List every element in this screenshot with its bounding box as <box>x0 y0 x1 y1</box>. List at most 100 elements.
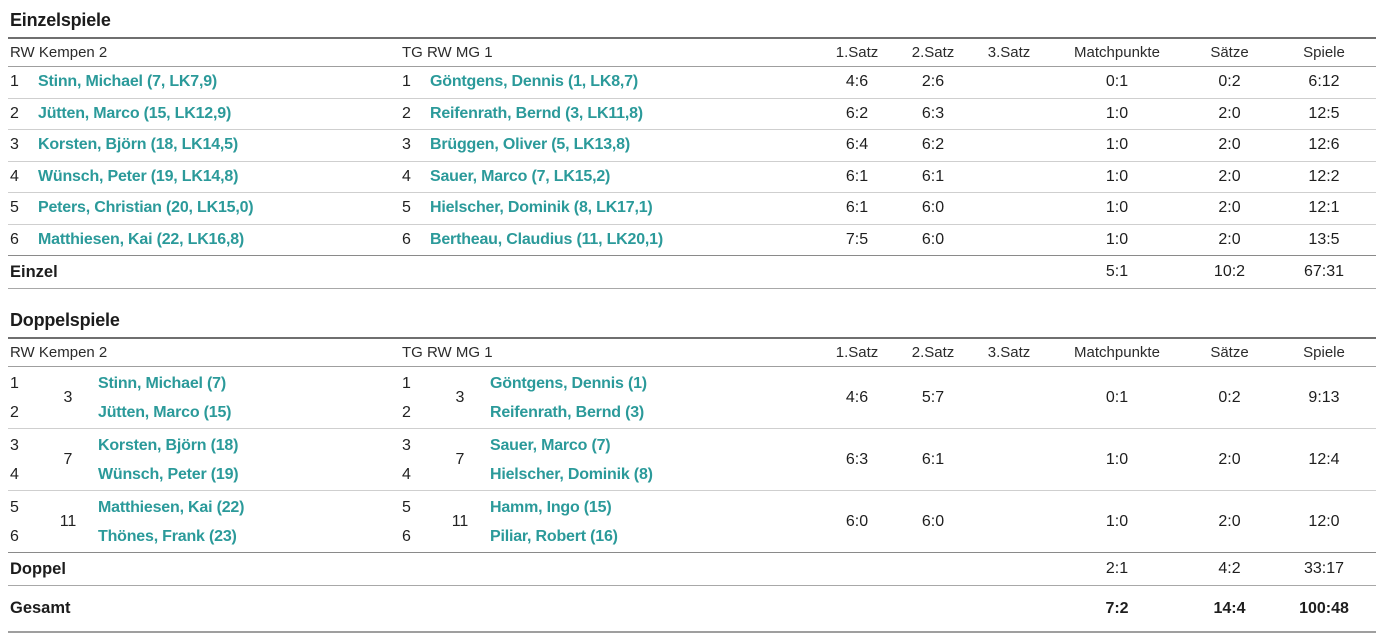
matchpoints-score: 1:0 <box>1105 512 1129 530</box>
away-player-link[interactable]: Sauer, Marco (7) <box>490 436 611 454</box>
singles-match-row: 3 Korsten, Björn (18, LK14,5) 3 Brüggen,… <box>8 130 1376 162</box>
doubles-match-row: 1 2 3 Stinn, Michael (7) Jütten, Marco (… <box>8 367 1376 429</box>
home-position: 2 <box>10 104 19 122</box>
column-header-set2: 2.Satz <box>911 44 955 61</box>
games-score: 12:6 <box>1308 136 1340 154</box>
sets-score: 2:0 <box>1218 450 1241 468</box>
matchpoints-score: 1:0 <box>1105 230 1129 248</box>
home-player-link[interactable]: Matthiesen, Kai (22, LK16,8) <box>38 230 245 248</box>
total-matchpoints: 7:2 <box>1105 599 1129 617</box>
home-team-name: RW Kempen 2 <box>10 344 108 361</box>
matchpoints-score: 1:0 <box>1105 104 1129 122</box>
column-header-sets: Sätze <box>1210 344 1249 361</box>
set1-score: 6:1 <box>845 167 869 185</box>
set2-score: 6:0 <box>921 512 945 530</box>
home-player-link[interactable]: Matthiesen, Kai (22) <box>98 498 245 516</box>
set1-score: 4:6 <box>845 73 869 91</box>
home-position: 5 <box>10 199 19 217</box>
singles-total-games: 67:31 <box>1303 263 1345 280</box>
away-player-link[interactable]: Göntgens, Dennis (1) <box>490 374 647 392</box>
singles-match-row: 5 Peters, Christian (20, LK15,0) 5 Hiels… <box>8 193 1376 225</box>
column-header-games: Spiele <box>1303 344 1345 361</box>
home-player-link[interactable]: Korsten, Björn (18) <box>98 436 239 454</box>
set1-score: 6:1 <box>845 199 869 217</box>
home-position: 6 <box>10 527 19 545</box>
games-score: 12:2 <box>1308 167 1340 185</box>
away-player-link[interactable]: Reifenrath, Bernd (3) <box>490 403 645 421</box>
column-header-set3: 3.Satz <box>987 344 1031 361</box>
total-label: Gesamt <box>10 599 71 617</box>
sets-score: 0:2 <box>1218 73 1241 91</box>
away-player-link[interactable]: Bertheau, Claudius (11, LK20,1) <box>430 230 663 248</box>
set1-score: 4:6 <box>845 388 869 406</box>
column-header-set1: 1.Satz <box>835 344 879 361</box>
home-position: 3 <box>10 436 19 454</box>
singles-match-row: 2 Jütten, Marco (15, LK12,9) 2 Reifenrat… <box>8 99 1376 130</box>
home-pair-number: 11 <box>59 512 77 530</box>
home-player-link[interactable]: Jütten, Marco (15) <box>98 403 232 421</box>
set1-score: 6:0 <box>845 512 869 530</box>
away-team-name: TG RW MG 1 <box>402 344 493 361</box>
away-player-link[interactable]: Hielscher, Dominik (8) <box>490 465 653 483</box>
home-player-link[interactable]: Peters, Christian (20, LK15,0) <box>38 199 254 217</box>
home-player-link[interactable]: Korsten, Björn (18, LK14,5) <box>38 136 238 154</box>
away-position: 2 <box>402 104 411 122</box>
away-pair-number: 11 <box>451 512 469 530</box>
sets-score: 2:0 <box>1218 199 1241 217</box>
away-position: 6 <box>402 527 411 545</box>
home-position: 3 <box>10 136 19 154</box>
sets-score: 2:0 <box>1218 230 1241 248</box>
away-position: 1 <box>402 374 411 392</box>
doubles-title: Doppelspiele <box>8 304 1376 339</box>
doubles-section: Doppelspiele RW Kempen 2 TG RW MG 1 1.Sa… <box>8 304 1376 586</box>
column-header-set3: 3.Satz <box>987 44 1031 61</box>
home-player-link[interactable]: Stinn, Michael (7, LK7,9) <box>38 73 218 91</box>
doubles-total-sets: 4:2 <box>1218 560 1241 577</box>
doubles-match-row: 3 4 7 Korsten, Björn (18) Wünsch, Peter … <box>8 429 1376 491</box>
away-player-link[interactable]: Göntgens, Dennis (1, LK8,7) <box>430 73 638 91</box>
column-header-matchpoints: Matchpunkte <box>1074 344 1160 361</box>
away-position: 5 <box>402 199 411 217</box>
home-position: 5 <box>10 498 19 516</box>
column-header-sets: Sätze <box>1210 44 1249 61</box>
set2-score: 6:1 <box>921 167 945 185</box>
away-player-link[interactable]: Sauer, Marco (7, LK15,2) <box>430 167 611 185</box>
away-player-link[interactable]: Brüggen, Oliver (5, LK13,8) <box>430 136 630 154</box>
away-player-link[interactable]: Hamm, Ingo (15) <box>490 498 612 516</box>
games-score: 6:12 <box>1308 73 1340 91</box>
set2-score: 6:0 <box>921 230 945 248</box>
doubles-total-matchpoints: 2:1 <box>1105 560 1129 577</box>
home-player-link[interactable]: Wünsch, Peter (19) <box>98 465 239 483</box>
away-player-link[interactable]: Reifenrath, Bernd (3, LK11,8) <box>430 104 643 122</box>
total-games: 100:48 <box>1299 599 1349 617</box>
set2-score: 6:3 <box>921 104 945 122</box>
games-score: 12:5 <box>1308 104 1340 122</box>
home-team-name: RW Kempen 2 <box>10 44 108 61</box>
set2-score: 6:0 <box>921 199 945 217</box>
doubles-total-games: 33:17 <box>1303 560 1345 577</box>
away-position: 6 <box>402 230 411 248</box>
singles-match-row: 6 Matthiesen, Kai (22, LK16,8) 6 Berthea… <box>8 225 1376 256</box>
set1-score: 6:2 <box>845 104 869 122</box>
sets-score: 2:0 <box>1218 512 1241 530</box>
singles-title: Einzelspiele <box>8 4 1376 39</box>
away-player-link[interactable]: Hielscher, Dominik (8, LK17,1) <box>430 199 653 217</box>
away-player-link[interactable]: Piliar, Robert (16) <box>490 527 618 545</box>
total-row: Gesamt 7:2 14:4 100:48 <box>8 586 1376 633</box>
away-pair-number: 3 <box>455 388 465 406</box>
doubles-summary-row: Doppel 2:1 4:2 33:17 <box>8 553 1376 586</box>
home-player-link[interactable]: Wünsch, Peter (19, LK14,8) <box>38 167 239 185</box>
doubles-header-row: RW Kempen 2 TG RW MG 1 1.Satz 2.Satz 3.S… <box>8 339 1376 367</box>
away-team-name: TG RW MG 1 <box>402 44 493 61</box>
home-player-link[interactable]: Stinn, Michael (7) <box>98 374 226 392</box>
home-pair-number: 3 <box>63 388 73 406</box>
away-position: 1 <box>402 73 411 91</box>
games-score: 12:1 <box>1308 199 1340 217</box>
away-position: 4 <box>402 465 411 483</box>
home-player-link[interactable]: Jütten, Marco (15, LK12,9) <box>38 104 232 122</box>
matchpoints-score: 1:0 <box>1105 136 1129 154</box>
matchpoints-score: 1:0 <box>1105 167 1129 185</box>
total-sets: 14:4 <box>1213 599 1246 617</box>
column-header-set2: 2.Satz <box>911 344 955 361</box>
home-player-link[interactable]: Thönes, Frank (23) <box>98 527 237 545</box>
